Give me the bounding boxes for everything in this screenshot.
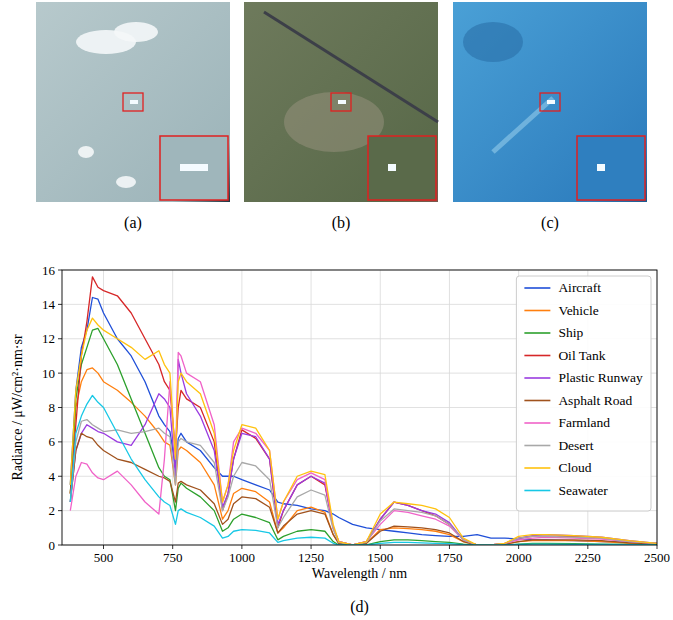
tick: [311, 545, 312, 549]
series-line: [70, 433, 657, 545]
zoom-target: [388, 164, 396, 171]
panel-label: (a): [124, 214, 142, 232]
tick-label: 2: [49, 503, 56, 518]
image-panel: [244, 2, 438, 202]
legend-label: Oil Tank: [558, 348, 605, 363]
cloud: [116, 176, 136, 188]
series-line: [70, 420, 657, 545]
tick-label: 2500: [644, 550, 670, 565]
image: [453, 2, 647, 202]
tick: [449, 545, 450, 549]
target: [338, 100, 346, 104]
figure: (a) (b) (c) 500 750 1000 1250 1500 1750 2000 2250 2…: [0, 0, 673, 620]
target-box: [123, 93, 143, 111]
tick-label: 750: [163, 550, 183, 565]
tick: [58, 476, 62, 477]
tick-label: 1750: [436, 550, 462, 565]
tick-label: 8: [49, 400, 56, 415]
tick-label: 16: [42, 263, 56, 278]
tick-label: 2250: [575, 550, 601, 565]
axis-title: Wavelength / nm: [312, 566, 407, 581]
plot-frame: [62, 270, 657, 545]
tick-label: 6: [49, 434, 56, 449]
series-line: [70, 395, 657, 545]
tick: [58, 510, 62, 511]
target-box: [540, 93, 560, 111]
tick: [58, 407, 62, 408]
tick-label: 1250: [298, 550, 324, 565]
legend-label: Cloud: [558, 460, 591, 475]
tick: [58, 545, 62, 546]
legend-label: Asphalt Road: [558, 393, 632, 408]
legend-swatch: [524, 310, 550, 312]
legend-label: Farmland: [558, 415, 610, 430]
series-line: [70, 353, 657, 546]
tick: [518, 545, 519, 549]
legend-label: Seawater: [558, 483, 608, 498]
tick-label: 1500: [367, 550, 393, 565]
legend-box: [516, 276, 651, 511]
wake: [493, 98, 553, 152]
tick-label: 10: [42, 366, 55, 381]
tick: [58, 373, 62, 374]
tick: [58, 338, 62, 339]
road: [264, 12, 438, 122]
tick: [103, 545, 104, 549]
series-line: [70, 277, 657, 545]
tick: [58, 304, 62, 305]
tick-label: 0: [49, 538, 56, 553]
tick-label: 14: [42, 297, 56, 312]
zoom-inset: [577, 136, 645, 200]
tick-label: 12: [42, 331, 55, 346]
tick: [380, 545, 381, 549]
image-panel: [453, 2, 647, 202]
tick: [587, 545, 588, 549]
legend-swatch: [524, 287, 550, 289]
series-group: [70, 277, 657, 545]
legend-swatch: [524, 445, 550, 447]
tick: [657, 545, 658, 549]
legend-label: Ship: [558, 325, 583, 340]
cloud: [78, 146, 94, 158]
target: [130, 100, 138, 104]
panel-label: (d): [350, 598, 369, 616]
water: [463, 22, 523, 62]
zoom-target: [597, 164, 605, 171]
legend-label: Aircraft: [558, 280, 601, 295]
legend-swatch: [524, 490, 550, 492]
tick: [58, 270, 62, 271]
legend-swatch: [524, 355, 550, 357]
target: [547, 100, 555, 104]
legend-label: Desert: [558, 438, 593, 453]
panel-label: (c): [541, 214, 559, 232]
tick: [172, 545, 173, 549]
tick-label: 2000: [506, 550, 532, 565]
image: [244, 2, 438, 202]
zoom-inset: [160, 136, 228, 200]
panel-label: (b): [332, 214, 351, 232]
tick-label: 1000: [229, 550, 255, 565]
legend-swatch: [524, 332, 550, 334]
cloud: [114, 22, 158, 42]
tick-label: 500: [94, 550, 114, 565]
legend-label: Plastic Runway: [558, 370, 643, 385]
legend-swatch: [524, 422, 550, 424]
tick-label: 4: [49, 469, 56, 484]
legend-label: Vehicle: [558, 303, 598, 318]
tick: [58, 441, 62, 442]
image-panel: [36, 2, 230, 202]
legend: Aircraft Vehicle Ship Oil Tank Plastic Runwa…: [516, 276, 651, 511]
legend-swatch: [524, 467, 550, 469]
legend-swatch: [524, 400, 550, 402]
zoom-inset: [368, 136, 436, 200]
chart: 500 750 1000 1250 1500 1750 2000 2250 2500 0 2 4 6 8 1…: [10, 263, 670, 617]
target-box: [331, 93, 351, 111]
series-line: [70, 328, 657, 545]
legend-swatch: [524, 377, 550, 379]
axis-title: Radiance / μW/cm²·nm·sr: [10, 334, 25, 481]
image: [36, 2, 230, 202]
tick: [241, 545, 242, 549]
zoom-target: [180, 164, 208, 171]
